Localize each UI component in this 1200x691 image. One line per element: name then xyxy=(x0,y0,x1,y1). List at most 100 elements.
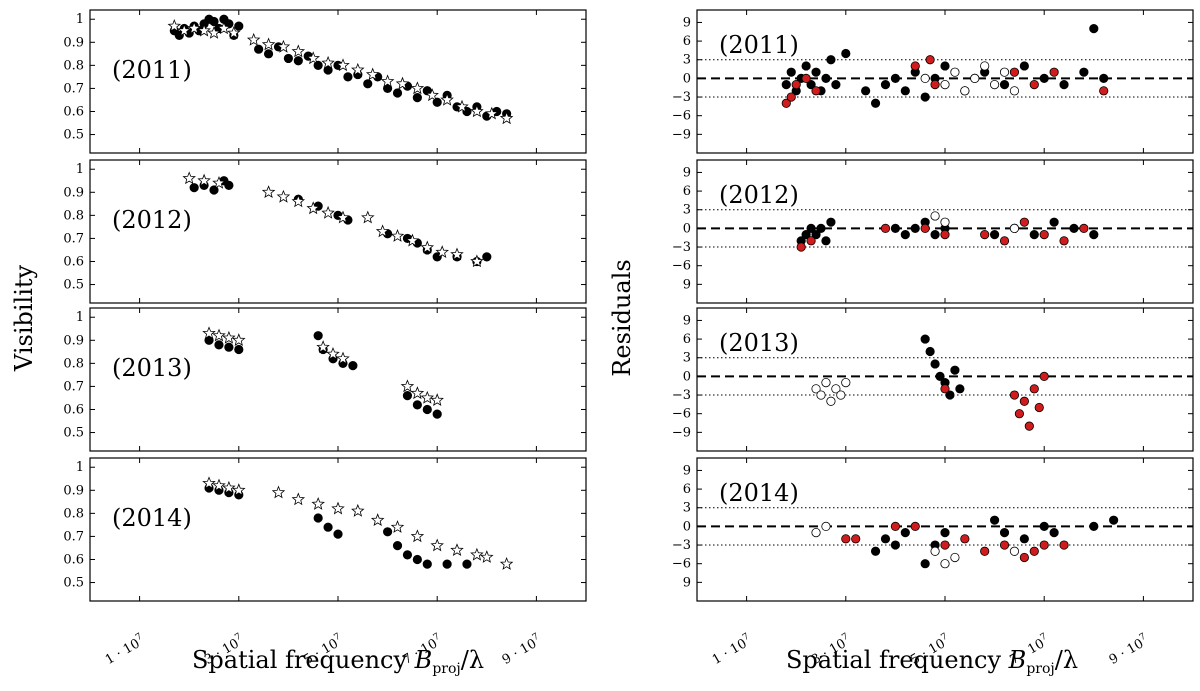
x-tick-label-exponent: 7 xyxy=(840,632,850,644)
visibility-panel-0: 0.5 0.6 0.7 0.8 0.9 1 (2011) xyxy=(63,9,587,154)
black-circle-point xyxy=(841,48,851,59)
left-xlabel-tail: /λ xyxy=(461,646,484,674)
model-star-point xyxy=(316,340,330,353)
white-circle-point xyxy=(821,521,831,531)
black-circle-point xyxy=(348,361,358,371)
x-tick-label: 1 · 107 xyxy=(709,632,755,668)
black-circle-point xyxy=(811,67,821,77)
black-circle-point xyxy=(234,21,244,31)
y-tick-label: 1 xyxy=(76,310,84,325)
red-circle-point xyxy=(1024,421,1034,431)
red-circle-point xyxy=(796,242,806,252)
red-circle-point xyxy=(1029,80,1039,90)
red-circle-point xyxy=(920,223,930,233)
model-star-point xyxy=(261,185,276,198)
y-tick-label: 1 xyxy=(76,12,84,27)
black-circle-point xyxy=(801,61,811,71)
white-circle-point xyxy=(811,384,821,394)
white-circle-point xyxy=(920,73,930,83)
x-tick-label-base: 9 · 10 xyxy=(500,636,540,668)
red-circle-point xyxy=(980,230,990,240)
x-tick-label: 9 · 107 xyxy=(1106,632,1152,668)
black-circle-point xyxy=(781,80,791,90)
red-circle-point xyxy=(999,540,1010,550)
model-star-point xyxy=(410,81,425,95)
model-star-point xyxy=(212,176,226,189)
model-star-point xyxy=(440,92,454,106)
model-star-point xyxy=(405,233,420,247)
red-circle-point xyxy=(910,61,920,71)
model-star-point xyxy=(261,37,276,51)
black-circle-point xyxy=(422,404,432,415)
y-tick-label: −3 xyxy=(672,538,691,553)
right-xlabel-B: B xyxy=(1008,646,1027,674)
y-tick-label: 0.5 xyxy=(63,426,84,441)
red-circle-point xyxy=(880,223,891,233)
model-star-point xyxy=(430,538,444,552)
black-circle-point xyxy=(392,541,403,551)
y-tick-label: 3 xyxy=(683,351,691,366)
red-circle-point xyxy=(801,73,811,83)
model-star-point xyxy=(182,171,196,185)
black-circle-point xyxy=(811,230,821,240)
black-circle-point xyxy=(821,73,831,83)
panel-label-2012: (2012) xyxy=(112,206,192,234)
black-circle-point xyxy=(412,93,422,103)
model-star-point xyxy=(177,23,191,37)
model-star-point xyxy=(232,483,246,496)
visibility-panel-3: 0.50.60.70.80.911 · 107 3 · 107 5 · 107 7 ·… xyxy=(63,457,587,668)
model-star-point xyxy=(435,245,449,258)
black-circle-point xyxy=(999,80,1010,90)
red-circle-point xyxy=(786,92,796,102)
black-circle-point xyxy=(989,230,1000,240)
black-circle-point xyxy=(1059,80,1069,90)
black-circle-point xyxy=(890,223,901,233)
residuals-panel-1: 9 6 3 0 −3 −6 9 (2012) xyxy=(672,159,1194,304)
black-circle-point xyxy=(826,55,836,65)
data-marks xyxy=(182,171,492,268)
black-circle-point xyxy=(831,80,841,90)
model-star-point xyxy=(425,88,439,102)
red-circle-point xyxy=(1079,223,1089,233)
model-star-point xyxy=(212,478,226,492)
black-circle-point xyxy=(224,180,234,190)
model-star-point xyxy=(390,520,405,533)
y-tick-label: 0.7 xyxy=(63,529,84,544)
black-circle-point xyxy=(343,72,353,82)
y-tick-label: 0.6 xyxy=(63,254,84,269)
black-circle-point xyxy=(382,527,393,537)
black-circle-point xyxy=(1039,521,1049,531)
model-star-point xyxy=(470,254,484,268)
x-tick-label-exponent: 7 xyxy=(432,632,442,644)
black-circle-point xyxy=(1019,61,1029,71)
red-circle-point xyxy=(1034,402,1044,413)
white-circle-point xyxy=(999,67,1010,77)
model-star-point xyxy=(326,347,340,360)
white-circle-point xyxy=(816,390,826,400)
black-circle-point xyxy=(412,400,422,410)
red-circle-point xyxy=(1039,230,1049,240)
model-star-point xyxy=(227,26,241,39)
red-circle-point xyxy=(841,534,851,544)
red-circle-point xyxy=(791,80,801,90)
model-star-point xyxy=(380,74,395,88)
visibility-panel-2: 0.5 0.6 0.7 0.8 0.9 1 (2013) xyxy=(63,307,587,452)
panel-label-2011: (2011) xyxy=(719,31,799,59)
x-tick-label-exponent: 7 xyxy=(134,632,144,644)
x-tick-label-exponent: 7 xyxy=(940,632,950,644)
y-tick-label: 6 xyxy=(683,34,691,49)
black-circle-point xyxy=(214,340,224,350)
panel-label-2014: (2014) xyxy=(112,504,192,532)
model-star-point xyxy=(212,328,226,342)
right-xlabel-sub: proj xyxy=(1026,661,1054,677)
residuals-panel-2: 9 6 3 0 −3 −6 −9 (2013) xyxy=(672,307,1194,452)
black-circle-point xyxy=(880,80,891,90)
black-circle-point xyxy=(930,230,940,240)
black-circle-point xyxy=(989,515,1000,525)
y-tick-label: 0.5 xyxy=(63,128,84,143)
red-circle-point xyxy=(1059,236,1069,246)
black-circle-point xyxy=(1039,73,1049,83)
y-tick-label: 0.6 xyxy=(63,402,84,417)
data-marks xyxy=(167,14,514,125)
